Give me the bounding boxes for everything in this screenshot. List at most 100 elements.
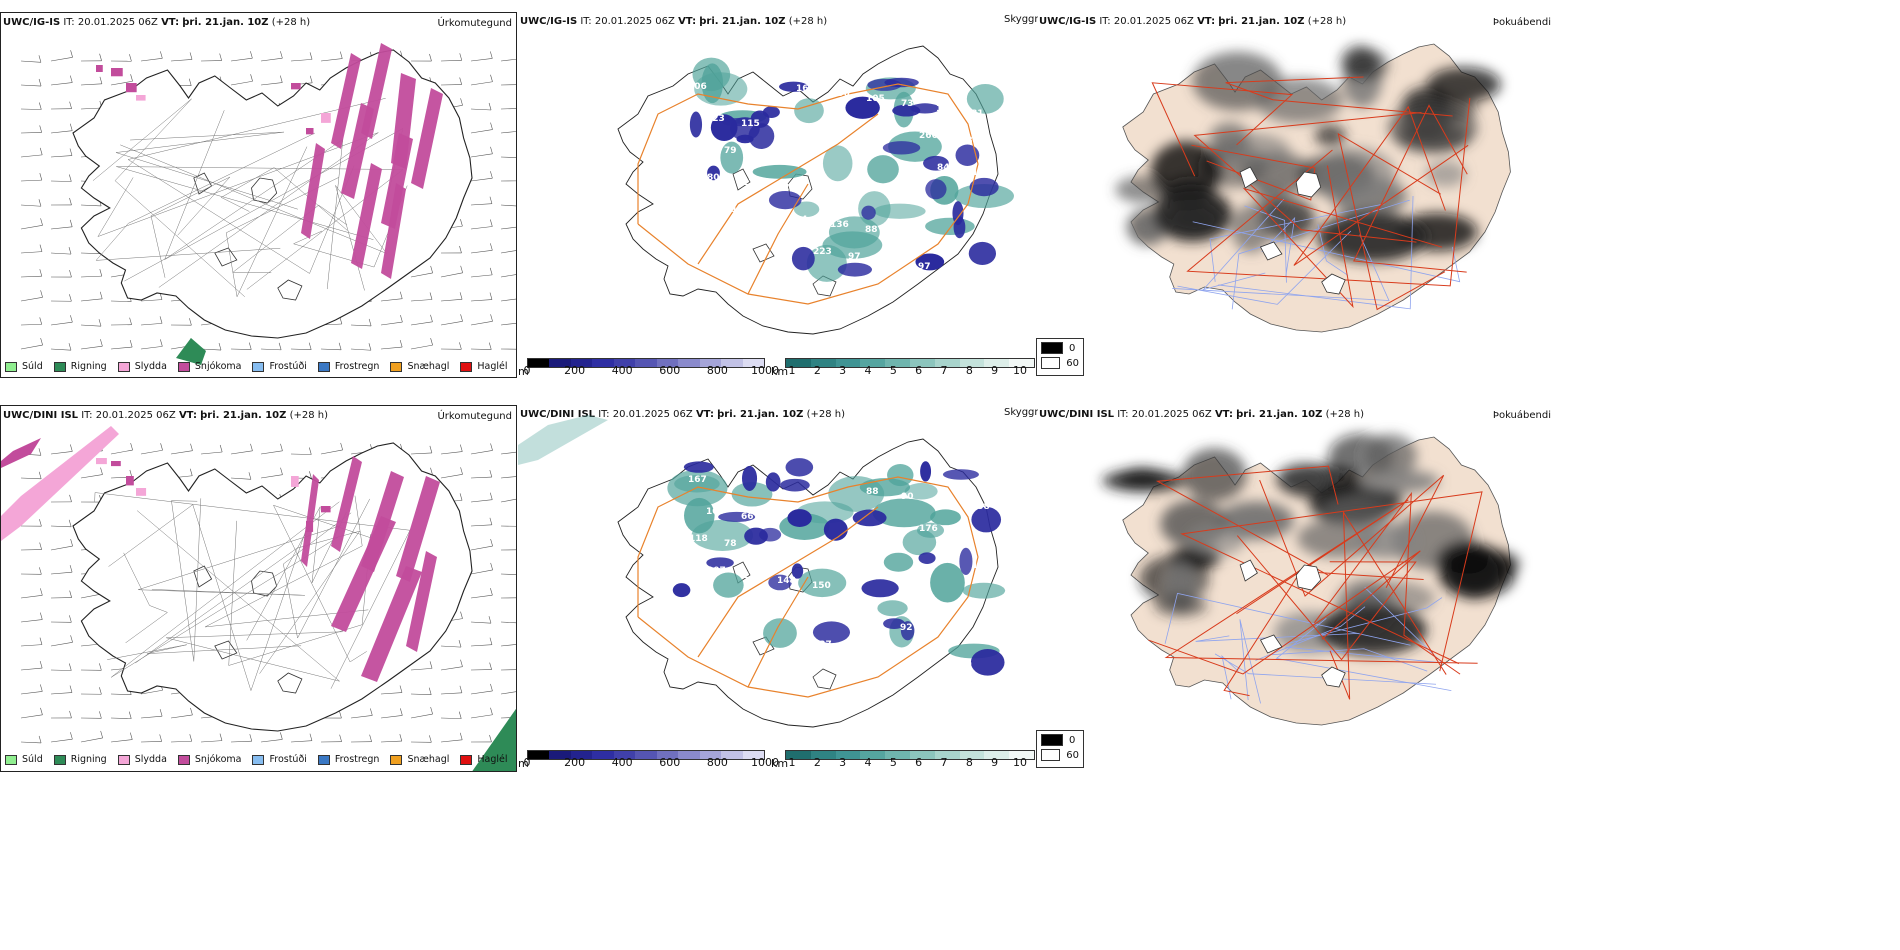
- visibility-value-label: 97: [812, 188, 825, 198]
- panel-header: UWC/IG-IS IT: 20.01.2025 06Z VT: þri. 21…: [520, 16, 828, 27]
- iceland-fog-map: [1102, 433, 1521, 726]
- wind-barb: [500, 549, 516, 551]
- fog-index-area: [1427, 67, 1501, 102]
- fog-index-area: [1187, 524, 1245, 557]
- low-ceiling-area: [861, 205, 876, 220]
- legend-label: Rigning: [70, 754, 107, 765]
- wind-barb: [80, 687, 102, 695]
- wind-barb: [410, 53, 432, 62]
- wind-barb: [500, 131, 516, 134]
- low-ceiling-area: [852, 509, 887, 527]
- wind-barb: [50, 50, 73, 62]
- fog-index-area: [1347, 49, 1389, 81]
- legend-item-frostregn: Frostregn: [317, 754, 379, 765]
- visibility-value-label: 87: [884, 126, 897, 136]
- wind-barb: [320, 342, 342, 351]
- wind-barb: [50, 590, 72, 599]
- wind-barb: [20, 519, 42, 527]
- colorbar-segment: [959, 359, 985, 367]
- legend-item-súld: Súld: [5, 754, 43, 765]
- panel-header: UWC/IG-IS IT: 20.01.2025 06Z VT: þri. 21…: [1039, 16, 1347, 27]
- wind-barb: [200, 343, 222, 351]
- wind-barb: [20, 125, 42, 134]
- visibility-value-label: 103: [848, 645, 867, 655]
- river: [1284, 597, 1443, 645]
- visibility-value-label: 88: [865, 225, 878, 235]
- road: [1164, 499, 1478, 664]
- colorbar-tick-label: 400: [611, 364, 633, 377]
- wind-barb: [470, 267, 493, 278]
- legend-swatch: [53, 754, 66, 765]
- low-ceiling-area: [706, 557, 734, 569]
- snow-area: [381, 133, 413, 229]
- wind-barb: [170, 707, 193, 719]
- low-ceiling-area: [768, 574, 792, 591]
- visibility-value-label: 109: [706, 507, 725, 517]
- colorbar-tick-label: 1000: [751, 756, 779, 769]
- wind-barb: [20, 147, 43, 158]
- legend-item-súld: Súld: [5, 361, 43, 372]
- fog-index-area: [1275, 462, 1330, 495]
- wind-barb: [170, 318, 192, 326]
- fog-index-area: [1182, 448, 1247, 502]
- visibility-value-label: 150: [972, 561, 991, 571]
- colorbar-segment: [835, 751, 861, 759]
- wind-barb: [410, 661, 433, 671]
- wind-barb: [470, 171, 493, 182]
- visibility-value-label: 123: [954, 136, 973, 146]
- wind-barb: [50, 565, 73, 575]
- visibility-panel-row1: UWC/IG-IS IT: 20.01.2025 06Z VT: þri. 21…: [518, 12, 1038, 378]
- wind-barb: [50, 519, 72, 528]
- low-ceiling-area: [823, 518, 848, 541]
- visibility-value-label: 90: [690, 200, 703, 210]
- precip-type-panel-row2: UWC/DINI ISL IT: 20.01.2025 06Z VT: þri.…: [0, 405, 517, 772]
- iceland-precip-map: [1, 426, 516, 771]
- wind-barb: [440, 640, 462, 648]
- wind-barb: [440, 292, 463, 302]
- colorbar-segment: [1009, 359, 1034, 367]
- low-ceiling-area: [959, 547, 973, 576]
- low-ceiling-area: [910, 103, 940, 114]
- river: [1255, 606, 1366, 661]
- visibility-value-label: 127: [813, 640, 832, 650]
- wind-barb: [470, 74, 493, 86]
- low-ceiling-area: [689, 111, 703, 138]
- wind-barb: [440, 314, 463, 326]
- road: [747, 183, 809, 295]
- wind-barb: [230, 734, 253, 743]
- wind-barb: [50, 663, 72, 671]
- visibility-value-label: 133: [830, 613, 849, 623]
- colorbar-segment: [678, 359, 700, 367]
- wind-barb: [20, 567, 42, 575]
- wind-barb: [110, 711, 132, 719]
- low-visibility-area: [793, 201, 820, 217]
- wind-barb: [50, 343, 72, 351]
- visibility-value-label: 85: [794, 549, 807, 559]
- wind-barb: [20, 612, 43, 623]
- legend-label: Slydda: [134, 361, 167, 372]
- visibility-value-label: 110: [953, 660, 972, 670]
- wind-barb: [470, 443, 493, 455]
- panel-header: UWC/IG-IS IT: 20.01.2025 06Z VT: þri. 21…: [3, 17, 311, 28]
- visibility-unit: km: [771, 757, 789, 770]
- road: [1155, 465, 1339, 576]
- wind-barb: [50, 635, 73, 647]
- wind-barb: [500, 84, 516, 86]
- wind-barb: [20, 588, 43, 599]
- road: [1180, 491, 1483, 672]
- road: [747, 576, 809, 688]
- visibility-value-label: 266: [919, 131, 938, 141]
- road: [1186, 97, 1471, 287]
- low-visibility-area: [822, 231, 883, 259]
- wind-barb: [80, 663, 102, 671]
- wind-barb: [20, 317, 43, 326]
- colorbar-segment: [934, 751, 960, 759]
- wind-barb: [140, 51, 163, 62]
- wind-barb: [410, 445, 433, 455]
- river: [1261, 216, 1296, 277]
- road: [1225, 76, 1453, 117]
- wind-barb: [20, 218, 43, 230]
- wind-barb: [410, 735, 432, 743]
- low-visibility-area: [925, 217, 975, 235]
- visibility-value-label: 136: [830, 220, 849, 230]
